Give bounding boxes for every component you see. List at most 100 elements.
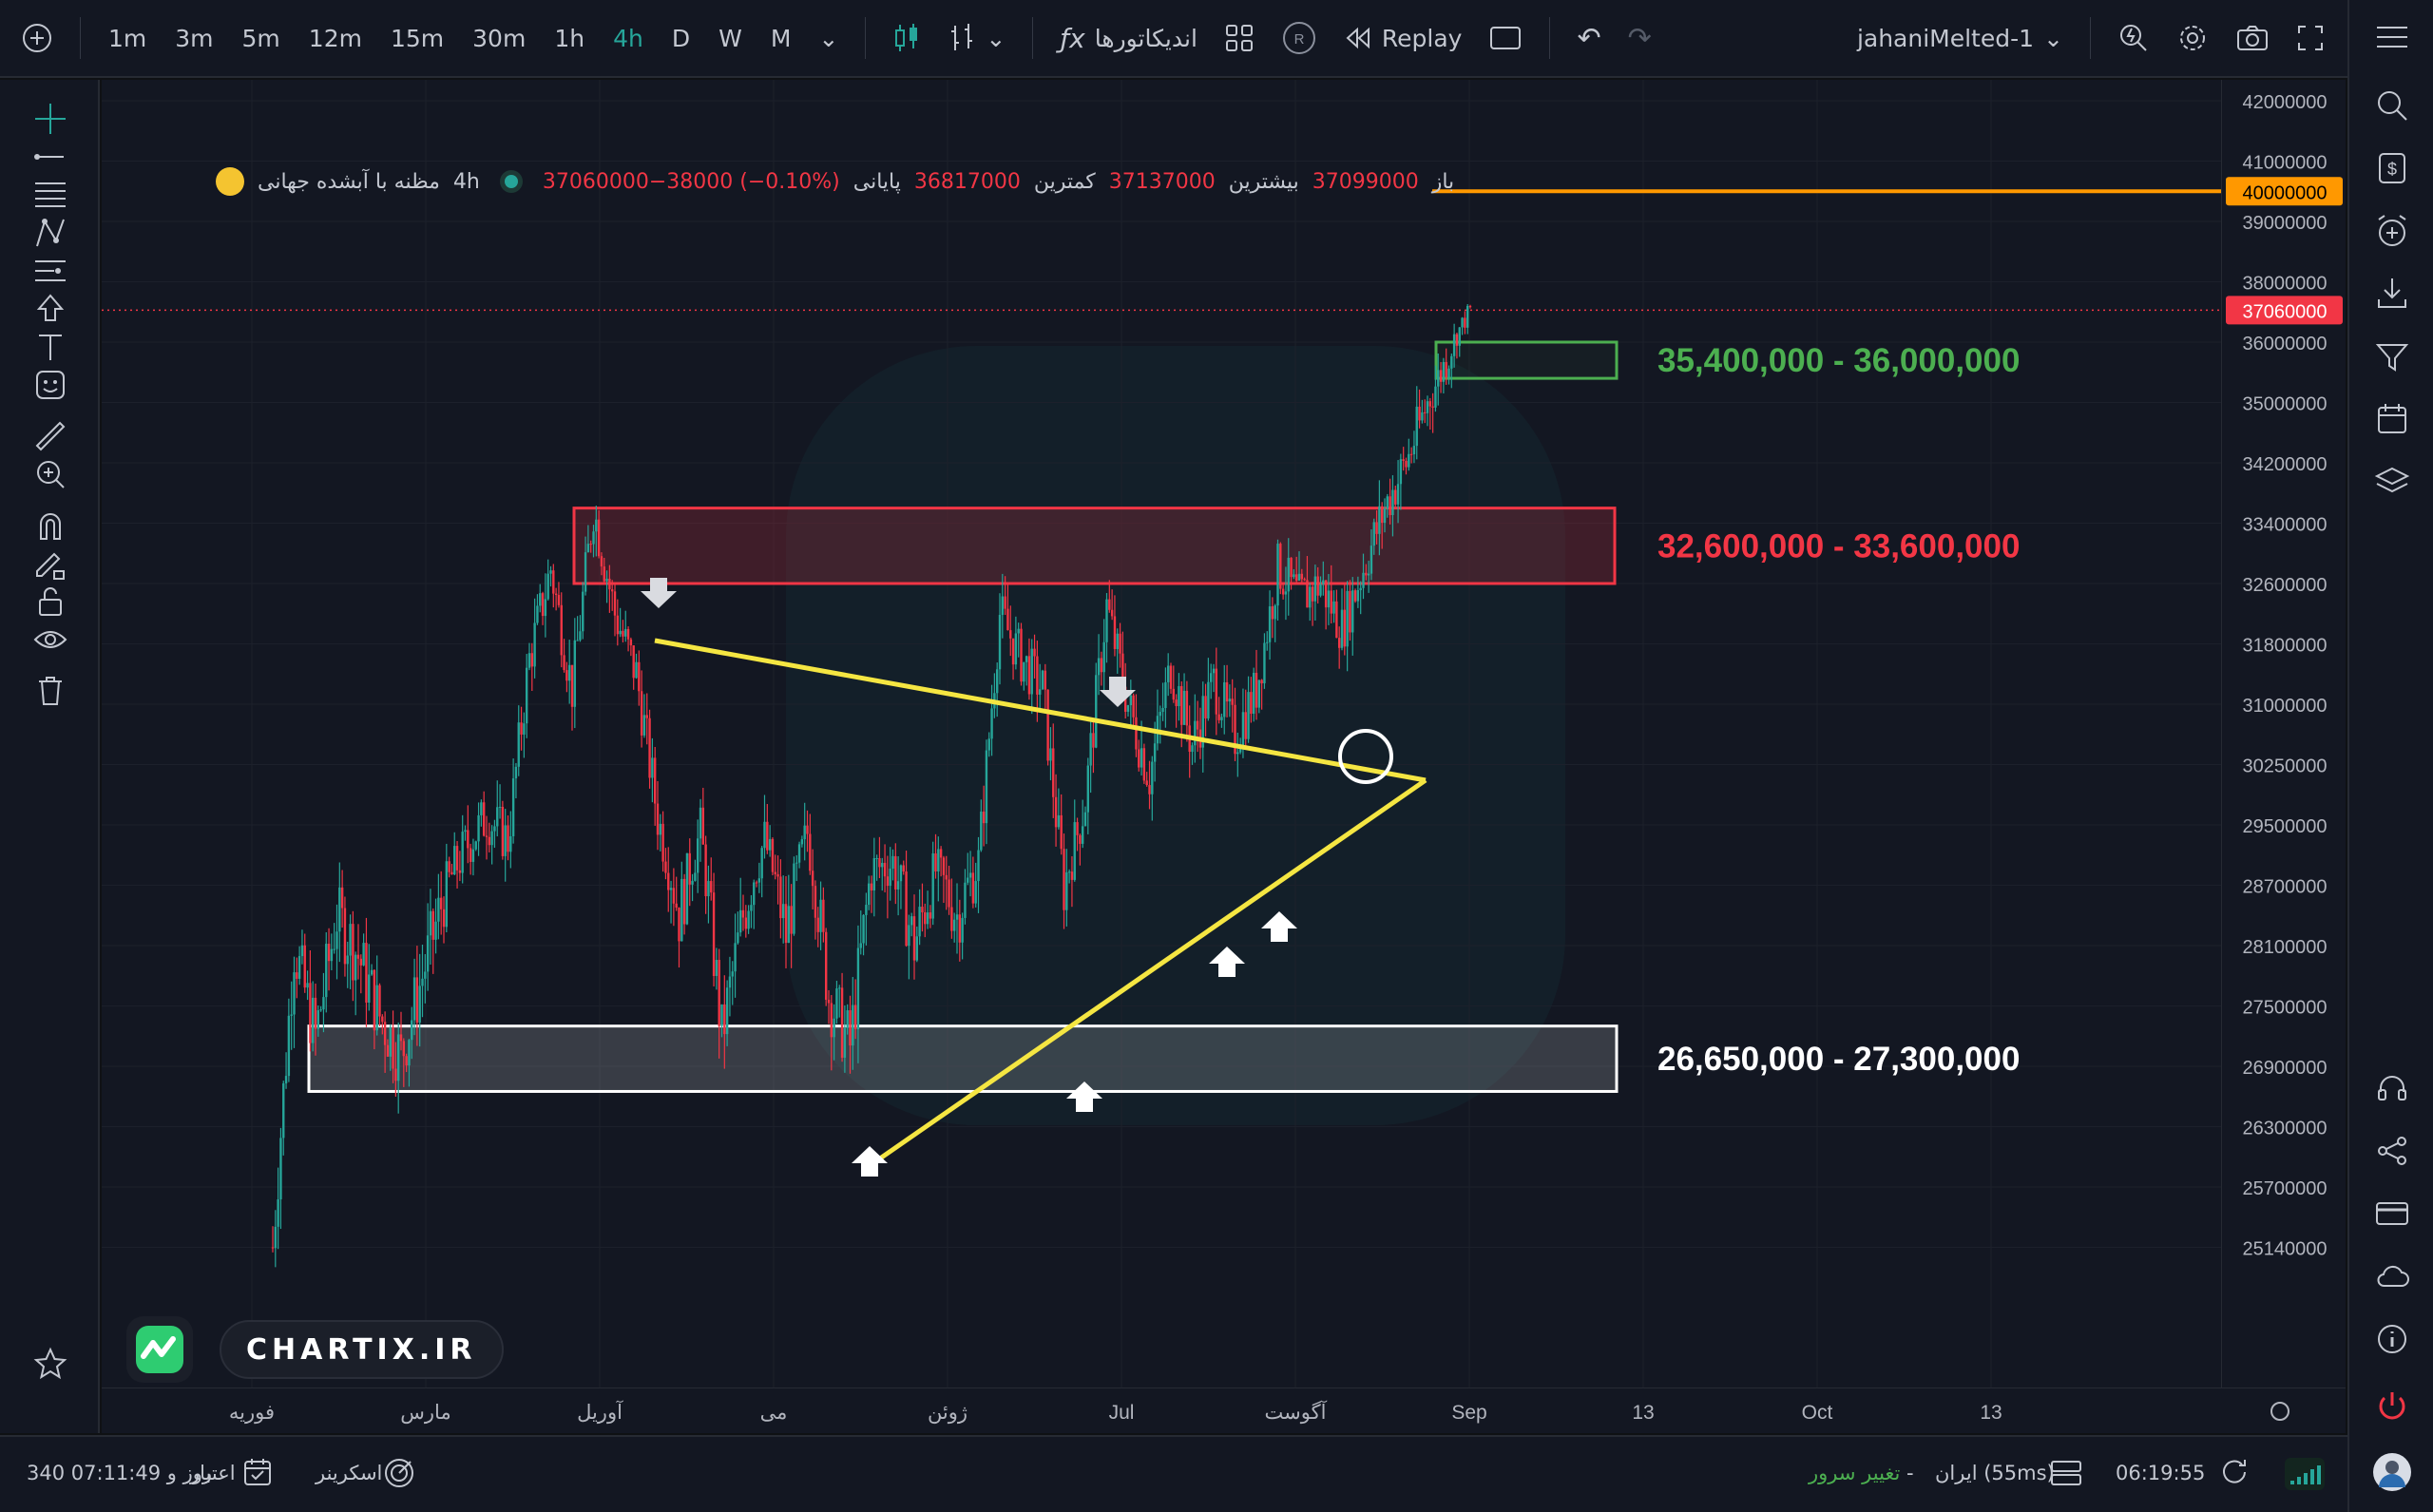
rectangle-button[interactable] (1475, 23, 1536, 53)
timeframe-4h[interactable]: 4h (613, 24, 643, 52)
visibility-tool[interactable] (29, 618, 72, 661)
candle-body (1426, 401, 1429, 413)
profile-avatar[interactable] (2368, 1448, 2416, 1496)
search-button[interactable] (2368, 82, 2416, 129)
replay-button[interactable]: Replay (1331, 25, 1476, 52)
candle-body (710, 881, 713, 893)
timeframe-W[interactable]: W (718, 24, 742, 52)
screener-label[interactable]: اسکرینر (316, 1462, 383, 1484)
timeframe-dropdown[interactable]: ⌄ (805, 25, 852, 52)
snapshot-button[interactable] (2222, 23, 2283, 53)
timeframe-D[interactable]: D (671, 24, 691, 52)
candle-body (296, 972, 298, 979)
trendline-tool[interactable] (29, 135, 72, 179)
zoom-tool[interactable] (29, 452, 72, 496)
timeframe-1m[interactable]: 1m (108, 24, 147, 52)
candle-body (952, 919, 956, 931)
payment-button[interactable] (2368, 1190, 2416, 1237)
chart-canvas[interactable]: 35,400,000 - 36,000,000 32,600,000 - 33,6… (102, 80, 2221, 1388)
candle-body (1276, 544, 1279, 606)
candle-body (514, 766, 518, 779)
settings-button[interactable] (2163, 22, 2222, 54)
share-icon (2378, 1137, 2406, 1165)
candle-body (1353, 590, 1357, 602)
screener-icon[interactable] (382, 1456, 416, 1495)
draw-mode-tool[interactable] (29, 542, 72, 585)
price-axis[interactable]: 42000000 41000000 39000000 38000000 36000000… (2221, 80, 2346, 1388)
candle-body (327, 944, 331, 962)
logout-button[interactable] (2368, 1384, 2416, 1431)
shapes-tool[interactable] (29, 287, 72, 331)
candle-body (373, 969, 376, 1031)
interval-label: 4h (452, 169, 480, 194)
signal-strength-icon (2283, 1454, 2327, 1497)
favorites-tool[interactable] (29, 1342, 72, 1386)
magnet-tool[interactable] (29, 504, 72, 547)
timeframe-M[interactable]: M (770, 24, 792, 52)
indicators-button[interactable]: ƒx اندیکاتورها (1046, 23, 1211, 54)
candle-body (557, 595, 561, 605)
bar-style-button[interactable]: ⌄ (934, 22, 1019, 54)
candle-body (790, 906, 793, 934)
redo-button[interactable]: ↷ (1615, 22, 1665, 55)
candle-body (781, 904, 785, 919)
lock-tool[interactable] (29, 580, 72, 623)
candle-body (995, 669, 999, 694)
share-button[interactable] (2368, 1127, 2416, 1175)
time-axis[interactable]: فوریه مارس آوریل می ژوئن Jul آگوست Sep 13 Oct 13 (102, 1388, 2346, 1433)
candle-body (277, 1199, 279, 1227)
candle-body (872, 858, 876, 890)
info-button[interactable] (2368, 1315, 2416, 1363)
fullscreen-button[interactable] (2283, 24, 2347, 52)
ohlc-legend: مظنه با آبشده جهانی 4h 37060000−38000 (−… (216, 167, 1454, 196)
download-button[interactable] (2368, 270, 2416, 317)
timeframe-15m[interactable]: 15m (390, 24, 445, 52)
candle-body (1097, 658, 1101, 676)
screener-filter-button[interactable] (2368, 333, 2416, 380)
candle-body (554, 593, 558, 596)
timeframe-30m[interactable]: 30m (472, 24, 527, 52)
quick-search-button[interactable] (2104, 22, 2163, 54)
timeframe-list: 1m 3m 5m 12m 15m 30m 1h 4h D W M (94, 25, 805, 52)
candle-body (1319, 584, 1322, 596)
crosshair-tool[interactable] (29, 97, 72, 141)
layers-button[interactable] (2368, 458, 2416, 506)
candle-body (586, 544, 590, 553)
candle-body (800, 839, 804, 845)
cloud-button[interactable] (2368, 1253, 2416, 1300)
undo-button[interactable]: ↶ (1563, 22, 1614, 55)
candle-body (757, 878, 761, 883)
change-server-link[interactable]: تغییر سرور (1809, 1462, 1901, 1484)
ruler-tool[interactable] (29, 414, 72, 458)
projection-tool[interactable] (29, 249, 72, 293)
refresh-icon[interactable] (2218, 1456, 2251, 1493)
candle-body (418, 986, 421, 1024)
alert-button[interactable]: R (1268, 20, 1331, 56)
chart-pane[interactable]: 35,400,000 - 36,000,000 32,600,000 - 33,6… (102, 80, 2221, 1388)
pattern-tool[interactable] (29, 211, 72, 255)
timeframe-3m[interactable]: 3m (175, 24, 214, 52)
emoji-tool[interactable] (29, 363, 72, 407)
candle-body (455, 846, 459, 871)
candle-body (638, 661, 641, 692)
support-button[interactable] (2368, 1064, 2416, 1112)
menu-button[interactable] (2368, 13, 2416, 61)
square-icon (1490, 27, 1522, 49)
candle-body (731, 971, 734, 977)
timeframe-5m[interactable]: 5m (241, 24, 280, 52)
candle-body (1063, 849, 1065, 910)
candle-style-button[interactable] (879, 22, 934, 54)
alerts-button[interactable] (2368, 207, 2416, 255)
text-tool[interactable] (29, 325, 72, 369)
timeframe-12m[interactable]: 12m (308, 24, 362, 52)
price-scale: 42000000 41000000 39000000 38000000 36000000… (2226, 92, 2343, 1260)
fib-tool[interactable] (29, 173, 72, 217)
delete-tool[interactable] (29, 669, 72, 713)
watchlist-button[interactable]: $ (2368, 144, 2416, 192)
timeframe-1h[interactable]: 1h (554, 24, 585, 52)
calendar-button[interactable] (2368, 395, 2416, 443)
templates-button[interactable] (1211, 23, 1268, 53)
add-symbol-button[interactable] (0, 22, 67, 54)
layout-name-button[interactable]: jahaniMelted-1 ⌄ (1844, 25, 2077, 52)
candle-body (1234, 704, 1236, 755)
